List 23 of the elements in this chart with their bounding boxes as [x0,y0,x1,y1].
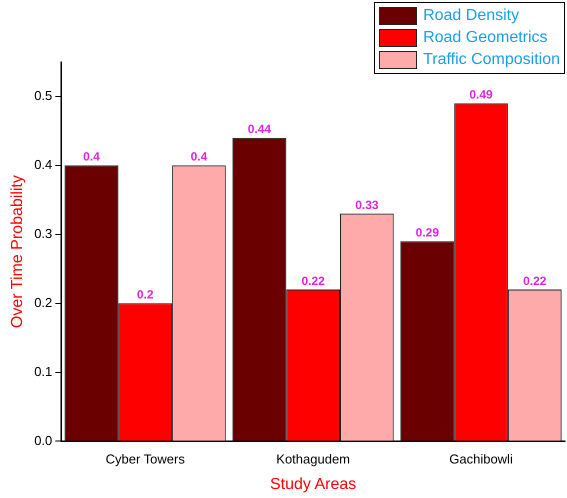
x-tick-label: Cyber Towers [106,452,186,467]
y-tick-label: 0.1 [34,364,52,379]
legend-label: Traffic Composition [423,51,560,69]
data-label: 0.2 [136,288,154,302]
y-tick-label: 0.2 [34,294,52,310]
data-label: 0.22 [301,274,326,288]
y-axis-title: Over Time Probability [9,175,26,328]
x-tick-label: Gachibowli [449,452,513,467]
data-label: 0.33 [355,198,379,212]
data-label: 0.4 [83,150,100,164]
y-tick-label: 0.5 [34,88,52,104]
data-label: 0.44 [248,122,272,136]
data-label: 0.49 [469,88,494,102]
data-label: 0.22 [523,274,547,288]
legend-label: Road Geometrics [423,29,548,47]
x-axis-title: Study Areas [270,476,356,493]
y-tick-label: 0.3 [34,226,52,241]
legend-label: Road Density [423,7,520,25]
data-label: 0.29 [416,226,440,240]
y-tick-label: 0.4 [34,156,52,172]
y-tick-label: 0.0 [34,432,52,448]
data-label: 0.4 [190,150,208,164]
x-tick-label: Kothagudem [276,452,350,467]
